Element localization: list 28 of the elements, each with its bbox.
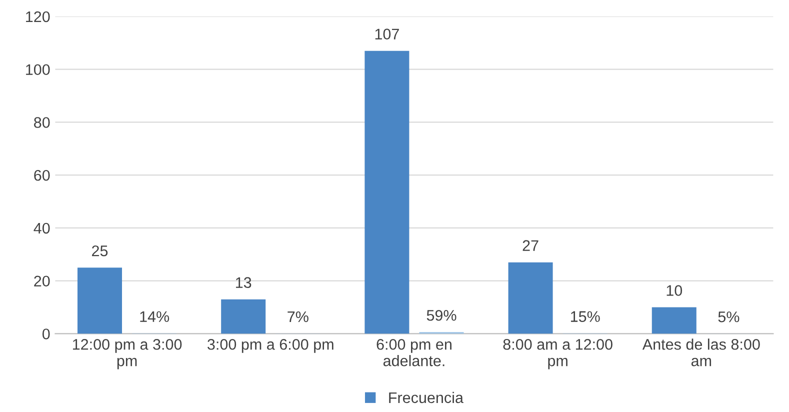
- data-label: 25: [92, 245, 108, 256]
- data-label: 15%: [570, 311, 600, 322]
- bar: [221, 299, 266, 334]
- data-label: 14%: [140, 311, 170, 322]
- legend-label: Frecuencia: [389, 392, 464, 404]
- y-tick-label: 0: [42, 328, 50, 340]
- data-label: 13: [236, 277, 252, 288]
- y-tick-label: 40: [34, 222, 50, 234]
- y-tick-label: 20: [34, 276, 50, 287]
- y-tick-label: 100: [26, 64, 50, 76]
- x-tick-label: 6:00 pm en adelante.: [376, 338, 452, 366]
- bar: [652, 307, 696, 334]
- data-label: 10: [666, 285, 682, 296]
- x-tick-label: 3:00 pm a 6:00 pm: [208, 338, 334, 353]
- bar: [508, 262, 553, 334]
- x-tick-label: Antes de las 8:00 am: [642, 338, 760, 366]
- data-label: 107: [375, 28, 399, 40]
- x-tick-label: 12:00 pm a 3:00 pm: [72, 338, 182, 370]
- data-label: 59%: [426, 310, 456, 321]
- data-label: 5%: [718, 311, 740, 322]
- x-tick-label: 8:00 am a 12:00 pm: [503, 338, 612, 370]
- bar: [364, 50, 410, 334]
- y-tick-label: 120: [26, 11, 50, 22]
- data-label: 7%: [288, 311, 308, 322]
- y-tick-label: 80: [34, 117, 50, 128]
- y-tick-label: 60: [34, 170, 50, 181]
- data-label: 27: [522, 240, 538, 251]
- bar: [77, 268, 122, 334]
